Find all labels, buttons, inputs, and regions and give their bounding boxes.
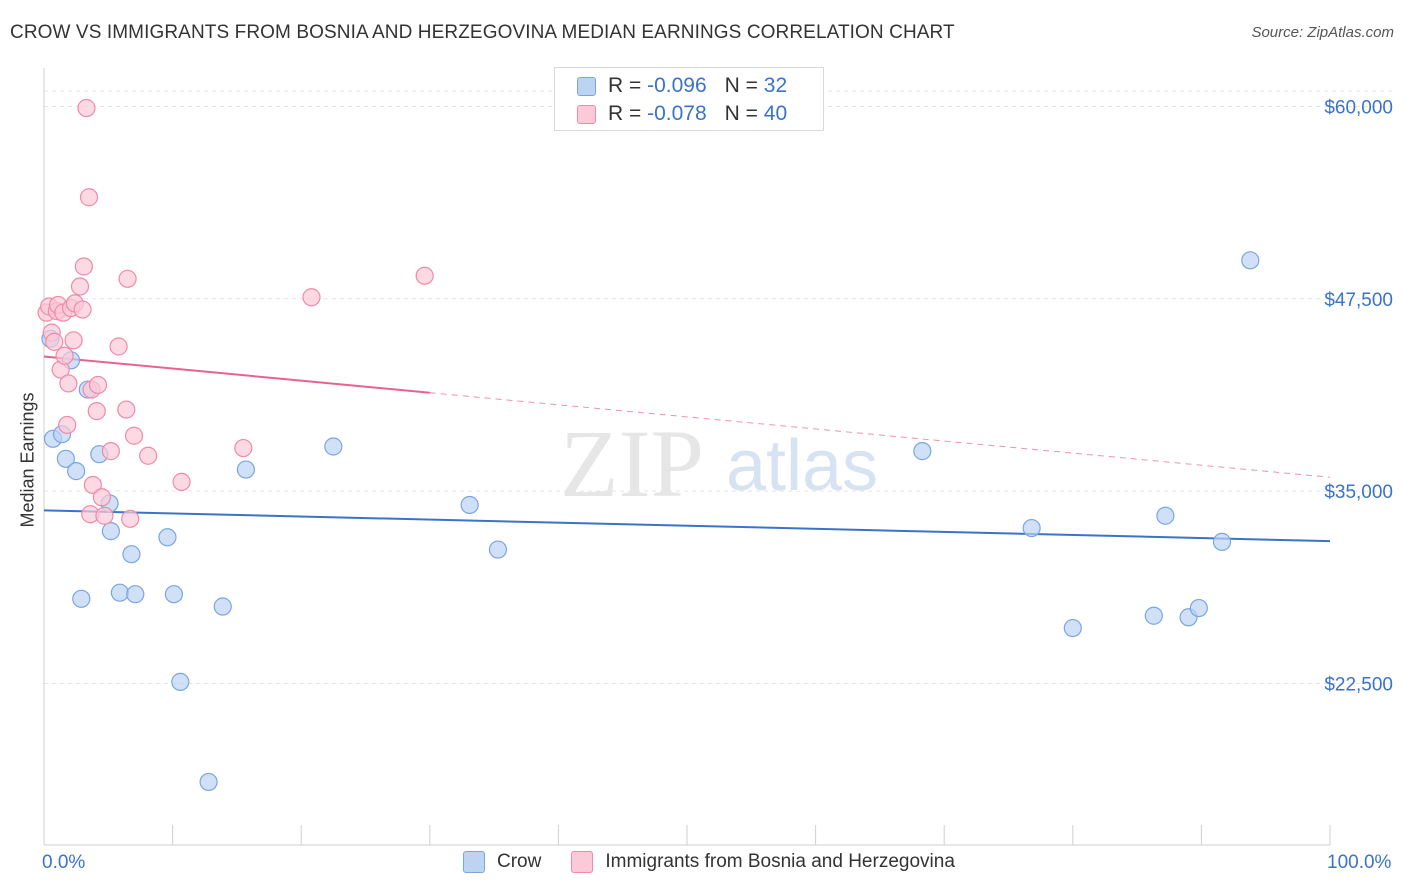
- y-axis-label: Median Earnings: [17, 392, 38, 528]
- crow-point: [158, 528, 177, 547]
- legend-n-label: N =: [724, 74, 758, 97]
- bosnia-point: [172, 472, 191, 491]
- x-min-label: 0.0%: [42, 852, 86, 873]
- watermark-atlas: atlas: [726, 426, 878, 506]
- crow-point: [236, 460, 256, 479]
- crow-point: [67, 462, 86, 481]
- crow-point: [171, 672, 190, 692]
- series-swatch-bosnia: [571, 851, 594, 873]
- crow-point: [1212, 532, 1232, 551]
- bosnia-point: [92, 488, 111, 507]
- series-label-bosnia: Immigrants from Bosnia and Herzegovina: [605, 851, 955, 872]
- legend-n-value: 32: [763, 74, 788, 97]
- bosnia-point: [88, 375, 108, 395]
- legend-r-value: -0.078: [647, 102, 707, 125]
- bosnia-point: [59, 374, 78, 393]
- crow-point: [913, 442, 932, 461]
- crow-point: [488, 540, 508, 559]
- legend-r-value: -0.096: [647, 74, 707, 97]
- crow-point: [324, 437, 343, 456]
- bosnia-point: [83, 475, 102, 495]
- gridlines: [44, 90, 1392, 684]
- legend-n-value: 40: [763, 102, 788, 125]
- bosnia-point: [139, 446, 158, 465]
- crow-point: [1063, 618, 1082, 638]
- correlation-legend: R = -0.096 N = 32 R = -0.078 N = 40: [554, 67, 824, 131]
- crow-point: [1241, 251, 1260, 270]
- bosnia-point: [45, 332, 64, 351]
- bosnia-point: [101, 442, 120, 461]
- bosnia-point: [117, 400, 136, 419]
- legend-row-bosnia: R = -0.078 N = 40: [577, 100, 787, 128]
- crow-point: [72, 589, 91, 608]
- x-max-label: 100.0%: [1327, 852, 1392, 873]
- bosnia-point: [55, 346, 74, 365]
- legend-swatch-crow: [577, 76, 596, 96]
- axes: [43, 68, 1331, 846]
- watermark: ZIP atlas: [560, 410, 878, 517]
- legend-r-label: R =: [608, 102, 642, 125]
- bosnia-point: [302, 288, 321, 307]
- crow-point: [199, 772, 218, 792]
- bosnia-point: [415, 266, 434, 285]
- bosnia-point: [79, 188, 99, 207]
- bosnia-trend-line: [43, 355, 430, 394]
- crow-point: [1156, 506, 1175, 525]
- crow-point: [460, 495, 479, 515]
- y-tick-label: $47,500: [1324, 290, 1393, 311]
- series-swatch-crow: [463, 851, 485, 873]
- bosnia-point: [124, 426, 144, 445]
- bosnia-point: [234, 438, 253, 458]
- legend-n-label: N =: [724, 102, 758, 125]
- series-legend-crow: Crow: [463, 851, 541, 873]
- y-tick-label: $60,000: [1324, 97, 1393, 118]
- crow-point: [122, 545, 141, 564]
- bosnia-point: [64, 331, 83, 350]
- legend-r-label: R =: [608, 74, 642, 97]
- crow-point: [126, 585, 145, 604]
- y-tick-label: $35,000: [1324, 482, 1393, 503]
- y-tick-label: $22,500: [1324, 674, 1393, 695]
- crow-point: [213, 597, 232, 616]
- bosnia-point: [118, 269, 137, 288]
- series-legend-bosnia: Immigrants from Bosnia and Herzegovina: [571, 851, 955, 873]
- bosnia-point: [95, 506, 114, 525]
- bosnia-point: [58, 415, 77, 435]
- bosnia-trend-line-dashed: [429, 392, 1331, 478]
- crow-point: [101, 522, 120, 541]
- crow-point: [56, 449, 75, 468]
- bosnia-point: [87, 402, 106, 421]
- crow-point: [164, 585, 183, 604]
- bosnia-point: [121, 509, 140, 528]
- data-points: [37, 98, 1260, 792]
- trend-lines: [43, 355, 1331, 543]
- crow-point: [1022, 518, 1041, 538]
- y-tick-labels: $22,500 $35,000 $47,500 $60,000: [1324, 97, 1393, 695]
- series-legend: Crow Immigrants from Bosnia and Herzegov…: [463, 851, 985, 873]
- source-label: Source: ZipAtlas.com: [1251, 24, 1394, 41]
- legend-row-crow: R = -0.096 N = 32: [577, 72, 787, 100]
- bosnia-point: [77, 98, 96, 118]
- bosnia-point: [73, 300, 92, 319]
- bosnia-point: [74, 257, 93, 276]
- crow-trend-line: [43, 509, 1331, 543]
- series-label-crow: Crow: [497, 851, 542, 872]
- crow-point: [110, 583, 129, 602]
- watermark-zip: ZIP: [560, 410, 704, 517]
- bosnia-point: [109, 337, 128, 356]
- chart-title: CROW VS IMMIGRANTS FROM BOSNIA AND HERZE…: [10, 22, 955, 43]
- crow-point: [1189, 598, 1208, 618]
- bosnia-point: [70, 277, 90, 296]
- legend-swatch-bosnia: [577, 104, 596, 124]
- crow-point: [1144, 606, 1163, 625]
